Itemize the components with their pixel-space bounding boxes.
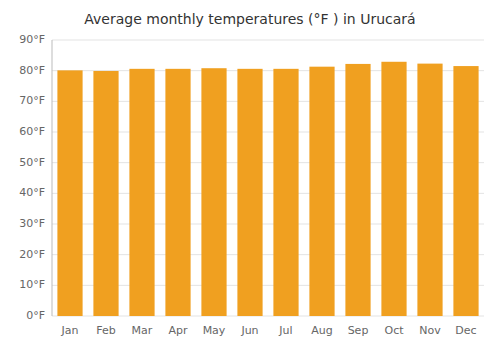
bar bbox=[201, 68, 226, 316]
x-tick-label: Mar bbox=[132, 324, 153, 337]
bar bbox=[345, 64, 370, 316]
bar bbox=[453, 66, 478, 316]
bars bbox=[57, 62, 478, 316]
y-tick-label: 0°F bbox=[26, 309, 45, 322]
x-tick-labels: Jan Feb Mar Apr May Jun Jul Aug Sep Oct Nov Dec bbox=[61, 324, 477, 337]
bar bbox=[309, 67, 334, 316]
bar bbox=[381, 62, 406, 316]
y-tick-label: 10°F bbox=[19, 278, 45, 291]
bar bbox=[93, 71, 118, 316]
bar bbox=[417, 64, 442, 316]
bar bbox=[237, 69, 262, 316]
y-tick-label: 30°F bbox=[19, 217, 45, 230]
chart-container: 0°F 10°F 20°F 30°F 40°F 50°F 60°F 70°F 80°F 90°F J… bbox=[0, 0, 500, 350]
x-tick-label: Jun bbox=[240, 324, 258, 337]
chart: 0°F 10°F 20°F 30°F 40°F 50°F 60°F 70°F 80°F 90°F J… bbox=[0, 0, 500, 350]
x-tick-label: Dec bbox=[455, 324, 476, 337]
bar bbox=[129, 69, 154, 316]
y-grid bbox=[52, 40, 484, 316]
x-tick-label: Jul bbox=[278, 324, 292, 337]
y-tick-label: 60°F bbox=[19, 125, 45, 138]
y-tick-label: 80°F bbox=[19, 64, 45, 77]
x-tick-label: Oct bbox=[384, 324, 404, 337]
grid-line bbox=[52, 40, 484, 41]
x-tick-label: Aug bbox=[311, 324, 332, 337]
bar bbox=[273, 69, 298, 316]
x-tick-label: Sep bbox=[348, 324, 369, 337]
y-tick-label: 90°F bbox=[19, 33, 45, 46]
title: Average monthly temperatures (°F ) in Ur… bbox=[84, 11, 415, 27]
x-tick-label: Nov bbox=[419, 324, 441, 337]
x-tick-label: Feb bbox=[96, 324, 115, 337]
y-tick-label: 20°F bbox=[19, 248, 45, 261]
y-tick-label: 50°F bbox=[19, 156, 45, 169]
y-axis-line bbox=[52, 40, 53, 316]
bar bbox=[57, 70, 82, 316]
bar bbox=[165, 69, 190, 316]
y-tick-label: 70°F bbox=[19, 94, 45, 107]
x-tick-label: Apr bbox=[168, 324, 188, 337]
x-tick-label: May bbox=[203, 324, 226, 337]
y-tick-labels: 0°F 10°F 20°F 30°F 40°F 50°F 60°F 70°F 80°F 90°F bbox=[19, 33, 45, 322]
x-tick-label: Jan bbox=[61, 324, 79, 337]
y-tick-label: 40°F bbox=[19, 186, 45, 199]
